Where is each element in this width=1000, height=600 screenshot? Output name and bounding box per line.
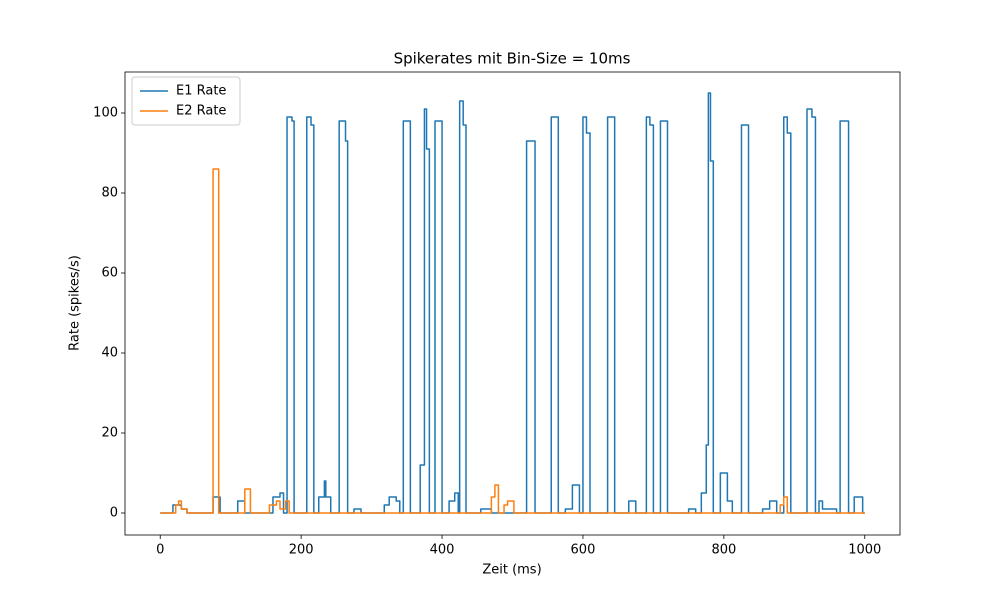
chart-title: Spikerates mit Bin-Size = 10ms <box>394 50 631 68</box>
legend-label: E1 Rate <box>176 84 226 99</box>
y-tick-label: 60 <box>101 266 118 281</box>
x-tick-label: 400 <box>430 543 455 558</box>
y-axis-label: Rate (spikes/s) <box>68 255 83 351</box>
y-tick-label: 40 <box>101 346 118 361</box>
y-tick-label: 100 <box>93 106 118 121</box>
plot-area: 0 200 400 600 800 1000 0 20 40 60 80 100 E1 Rate E2 R… <box>93 71 901 558</box>
x-tick-label: 600 <box>571 543 596 558</box>
x-axis-label: Zeit (ms) <box>482 563 541 578</box>
y-tick-label: 20 <box>101 426 118 441</box>
series-line <box>160 92 865 514</box>
x-tick-label: 800 <box>711 543 736 558</box>
series-line <box>160 168 865 514</box>
y-tick-label: 0 <box>110 506 118 521</box>
legend-label: E2 Rate <box>176 104 226 119</box>
plot-frame <box>124 71 901 536</box>
legend-box <box>131 76 241 126</box>
y-tick-label: 80 <box>101 186 118 201</box>
legend: E1 Rate E2 Rate <box>131 76 241 126</box>
x-tick-label: 0 <box>156 543 164 558</box>
x-tick-label: 200 <box>289 543 314 558</box>
x-tick-label: 1000 <box>848 543 881 558</box>
